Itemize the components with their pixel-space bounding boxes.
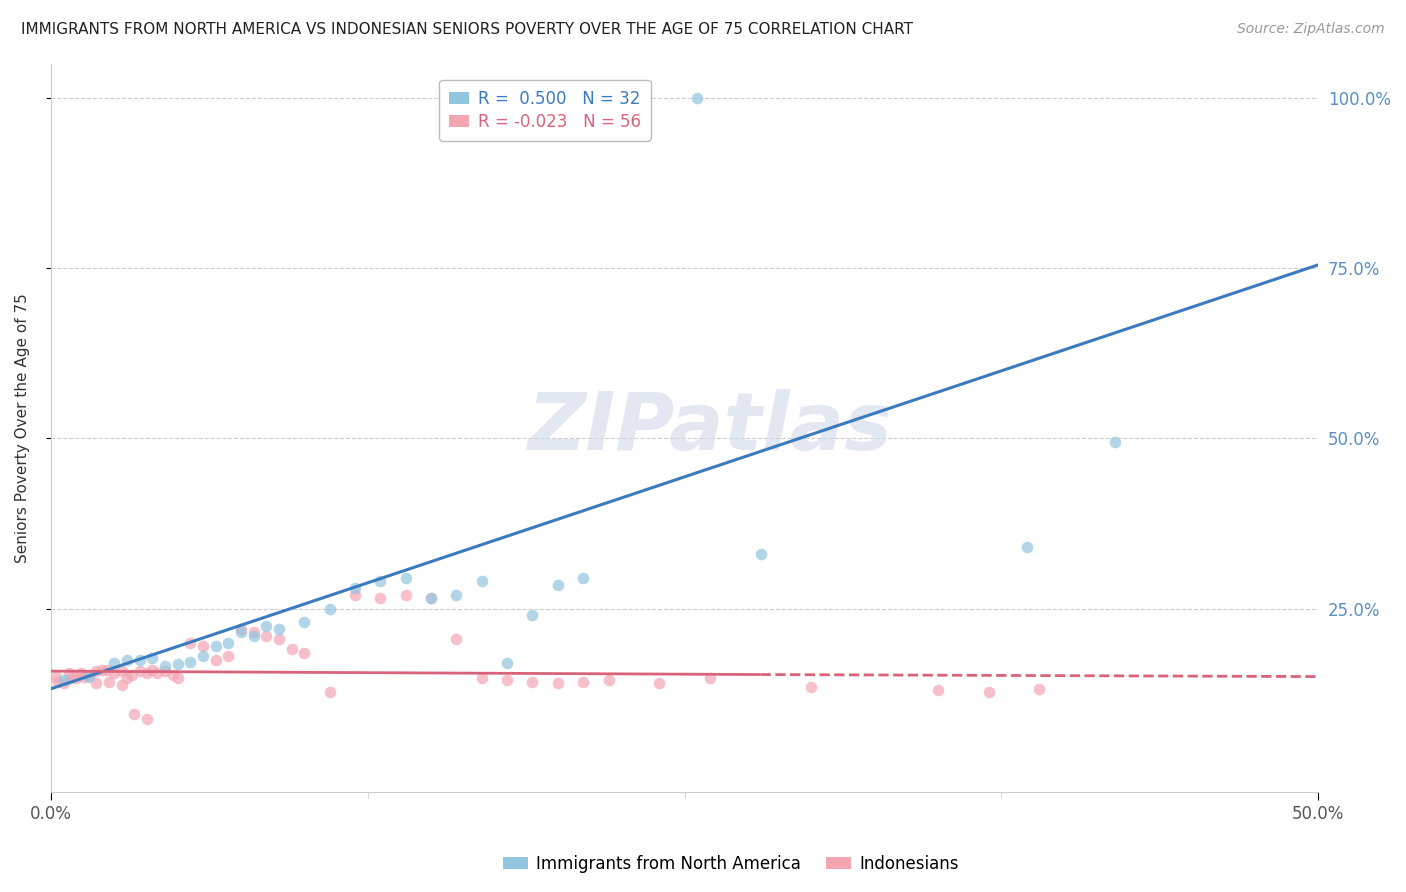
Point: [977, 684, 1000, 698]
Point: [103, 666, 125, 681]
Point: [292, 646, 315, 660]
Point: [115, 652, 138, 666]
Point: [254, 618, 277, 632]
Point: [598, 673, 620, 687]
Point: [217, 649, 239, 664]
Point: [242, 625, 264, 640]
Point: [267, 632, 290, 647]
Point: [522, 608, 544, 623]
Point: [141, 650, 163, 665]
Point: [547, 578, 569, 592]
Legend: R =  0.500   N = 32, R = -0.023   N = 56: R = 0.500 N = 32, R = -0.023 N = 56: [440, 79, 651, 141]
Point: [699, 671, 721, 685]
Y-axis label: Seniors Poverty Over the Age of 75: Seniors Poverty Over the Age of 75: [15, 293, 30, 563]
Point: [70, 666, 93, 681]
Point: [522, 675, 544, 690]
Point: [141, 663, 163, 677]
Point: [191, 639, 214, 653]
Point: [446, 588, 468, 602]
Point: [648, 676, 671, 690]
Point: [229, 622, 252, 636]
Point: [217, 635, 239, 649]
Point: [420, 591, 443, 606]
Point: [73, 670, 96, 684]
Point: [572, 675, 595, 690]
Point: [128, 652, 150, 666]
Point: [420, 591, 443, 606]
Point: [179, 635, 201, 649]
Point: [77, 668, 100, 682]
Point: [86, 676, 108, 690]
Point: [496, 673, 519, 687]
Point: [166, 657, 188, 672]
Point: [927, 683, 949, 698]
Point: [128, 664, 150, 678]
Point: [800, 680, 823, 694]
Point: [77, 670, 100, 684]
Point: [229, 625, 252, 640]
Point: [124, 706, 146, 721]
Text: IMMIGRANTS FROM NORTH AMERICA VS INDONESIAN SENIORS POVERTY OVER THE AGE OF 75 C: IMMIGRANTS FROM NORTH AMERICA VS INDONES…: [21, 22, 912, 37]
Point: [115, 671, 138, 685]
Point: [58, 666, 80, 681]
Legend: Immigrants from North America, Indonesians: Immigrants from North America, Indonesia…: [496, 848, 966, 880]
Point: [45, 670, 67, 684]
Point: [153, 659, 176, 673]
Point: [547, 676, 569, 690]
Point: [52, 673, 75, 687]
Point: [98, 675, 121, 690]
Point: [90, 663, 112, 677]
Point: [153, 664, 176, 678]
Point: [686, 91, 709, 105]
Point: [52, 676, 75, 690]
Point: [204, 652, 226, 666]
Point: [292, 615, 315, 629]
Point: [60, 671, 83, 685]
Point: [86, 664, 108, 678]
Point: [65, 671, 87, 685]
Point: [204, 639, 226, 653]
Point: [572, 571, 595, 585]
Point: [103, 656, 125, 670]
Point: [395, 571, 418, 585]
Point: [1028, 681, 1050, 696]
Point: [344, 588, 367, 602]
Point: [1104, 434, 1126, 449]
Point: [166, 671, 188, 685]
Point: [242, 629, 264, 643]
Point: [471, 574, 494, 589]
Point: [370, 591, 392, 606]
Point: [318, 684, 340, 698]
Point: [111, 678, 134, 692]
Point: [121, 668, 143, 682]
Point: [146, 666, 169, 681]
Point: [179, 655, 201, 669]
Point: [136, 712, 159, 726]
Point: [395, 588, 418, 602]
Point: [471, 671, 494, 685]
Point: [370, 574, 392, 589]
Point: [1015, 541, 1038, 555]
Point: [96, 663, 118, 677]
Point: [162, 668, 184, 682]
Point: [111, 664, 134, 678]
Text: ZIPatlas: ZIPatlas: [527, 389, 893, 467]
Point: [344, 581, 367, 595]
Point: [267, 622, 290, 636]
Point: [136, 666, 159, 681]
Point: [280, 642, 302, 657]
Point: [446, 632, 468, 647]
Text: Source: ZipAtlas.com: Source: ZipAtlas.com: [1237, 22, 1385, 37]
Point: [318, 601, 340, 615]
Point: [254, 629, 277, 643]
Point: [191, 649, 214, 664]
Point: [48, 675, 70, 690]
Point: [749, 547, 772, 561]
Point: [496, 656, 519, 670]
